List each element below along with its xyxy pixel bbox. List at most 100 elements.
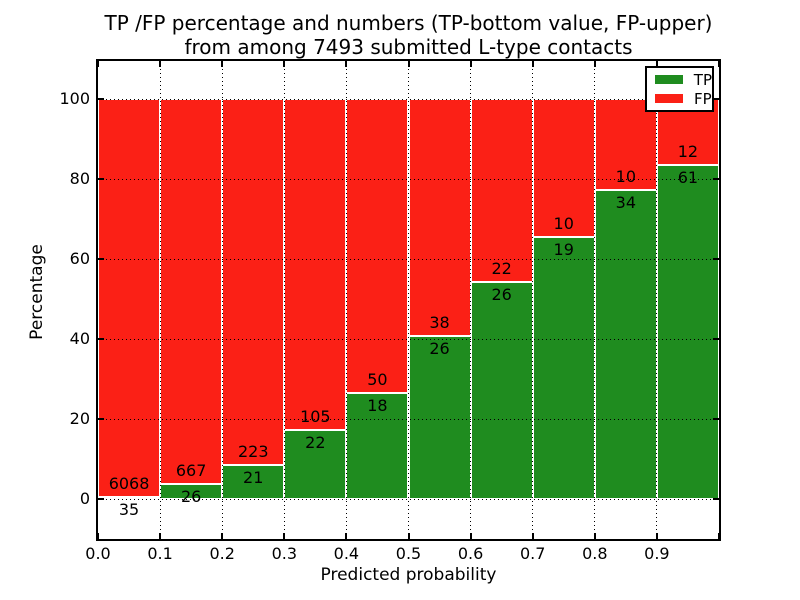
h-gridline — [98, 338, 719, 340]
x-tick-top — [469, 61, 472, 67]
chart-title-line-2: from among 7493 submitted L-type contact… — [184, 35, 633, 59]
tp-count-label: 21 — [243, 467, 264, 487]
bar-segment-fp — [222, 99, 285, 465]
y-tick-right — [713, 98, 719, 100]
x-axis-title: Predicted probability — [320, 565, 497, 585]
x-tick-top — [655, 61, 658, 67]
bar-segment-tp — [408, 336, 471, 499]
x-tick-label: 0.6 — [457, 544, 484, 563]
fp-count-label: 50 — [367, 370, 388, 390]
bar-segment-tp — [656, 164, 719, 499]
fp-count-label: 6068 — [108, 473, 150, 493]
legend-item-fp: FP — [655, 91, 712, 107]
plot-area: 6068 35 667 26 223 21 105 22 50 18 38 26 22 26 10 19 10 3… — [96, 59, 721, 541]
x-tick-bottom — [283, 533, 286, 539]
bar-segment-tp — [160, 484, 223, 499]
x-tick-top — [159, 61, 162, 67]
y-tick-label: 100 — [59, 89, 90, 108]
bar-segment-tp — [346, 393, 409, 499]
bar-segment-tp — [284, 429, 347, 499]
v-gridline — [345, 61, 347, 539]
h-gridline — [98, 178, 719, 180]
v-gridline — [159, 61, 161, 539]
fp-count-label: 10 — [553, 213, 574, 233]
tp-count-label: 26 — [180, 487, 202, 506]
x-tick-label: 0.8 — [582, 544, 608, 563]
x-tick-bottom — [593, 533, 596, 539]
y-tick-right — [713, 498, 719, 500]
bar-segment-tp — [222, 464, 285, 499]
x-tick-bottom — [97, 533, 99, 539]
bar-segment-fp — [532, 99, 595, 237]
fp-count-label: 667 — [175, 461, 207, 480]
fp-count-label: 10 — [615, 166, 637, 186]
tp-count-label: 34 — [615, 192, 637, 212]
tp-count-label: 35 — [118, 499, 140, 519]
chart-title-line-1: TP /FP percentage and numbers (TP-bottom… — [104, 11, 713, 35]
y-tick-left — [98, 338, 104, 340]
y-tick-right — [713, 338, 719, 340]
x-tick-bottom — [221, 533, 224, 539]
y-tick-right — [713, 178, 719, 180]
chart-title: TP /FP percentage and numbers (TP-bottom… — [98, 11, 719, 59]
x-tick-top — [221, 61, 224, 67]
bar-segment-tp — [470, 282, 533, 499]
y-tick-label: 80 — [69, 169, 90, 188]
bar-segment-fp — [594, 99, 657, 190]
legend-label-tp: TP — [693, 70, 712, 89]
y-tick-left — [98, 418, 104, 420]
x-tick-top — [593, 61, 596, 67]
legend-label-fp: FP — [694, 89, 712, 108]
h-gridline — [98, 418, 719, 420]
bar-segment-tp — [98, 496, 161, 499]
tp-count-label: 26 — [429, 339, 450, 359]
tp-count-label: 22 — [305, 432, 326, 452]
h-gridline — [98, 498, 719, 500]
h-gridline — [98, 98, 719, 100]
y-tick-left — [98, 498, 104, 500]
y-tick-left — [98, 258, 104, 260]
v-gridline — [408, 61, 409, 539]
bar-segment-fp — [284, 99, 347, 430]
bar-segment-fp — [470, 99, 533, 283]
tp-count-label: 18 — [367, 396, 388, 416]
bar-segment-fp — [160, 99, 223, 484]
fp-count-label: 38 — [429, 313, 450, 333]
y-tick-right — [713, 258, 719, 260]
x-tick-top — [283, 61, 286, 67]
x-tick-top — [531, 61, 534, 67]
y-tick-left — [98, 178, 104, 180]
v-gridline — [283, 61, 285, 539]
bar-segment-tp — [532, 236, 595, 499]
y-tick-label: 0 — [79, 489, 90, 508]
x-tick-label: 0.7 — [519, 544, 546, 563]
h-gridline — [98, 258, 719, 260]
fp-color-swatch — [655, 94, 683, 103]
x-tick-label: 0.5 — [395, 544, 422, 563]
v-gridline — [470, 61, 472, 539]
x-tick-top — [345, 61, 348, 67]
x-tick-label: 0.1 — [147, 544, 173, 563]
v-gridline — [532, 61, 534, 539]
x-tick-label: 0.9 — [644, 544, 670, 563]
y-tick-label: 20 — [69, 409, 90, 428]
x-tick-label: 0.0 — [85, 544, 111, 563]
v-gridline — [656, 61, 658, 539]
x-tick-bottom — [655, 533, 658, 539]
x-tick-label: 0.4 — [333, 544, 360, 563]
x-tick-label: 0.2 — [209, 544, 235, 563]
y-tick-left — [98, 98, 104, 100]
x-tick-bottom — [159, 533, 162, 539]
x-tick-bottom — [718, 533, 720, 539]
tp-count-label: 19 — [553, 239, 574, 259]
plot-inner: 6068 35 667 26 223 21 105 22 50 18 38 26 22 26 10 19 10 3… — [97, 61, 720, 539]
x-tick-bottom — [531, 533, 534, 539]
x-tick-bottom — [469, 533, 472, 539]
bar-segment-fp — [98, 99, 161, 497]
bar-segment-fp — [408, 99, 471, 337]
bar-segment-fp — [346, 99, 409, 394]
v-gridline — [594, 61, 596, 539]
fp-count-label: 223 — [237, 441, 269, 461]
x-tick-label: 0.3 — [271, 544, 298, 563]
